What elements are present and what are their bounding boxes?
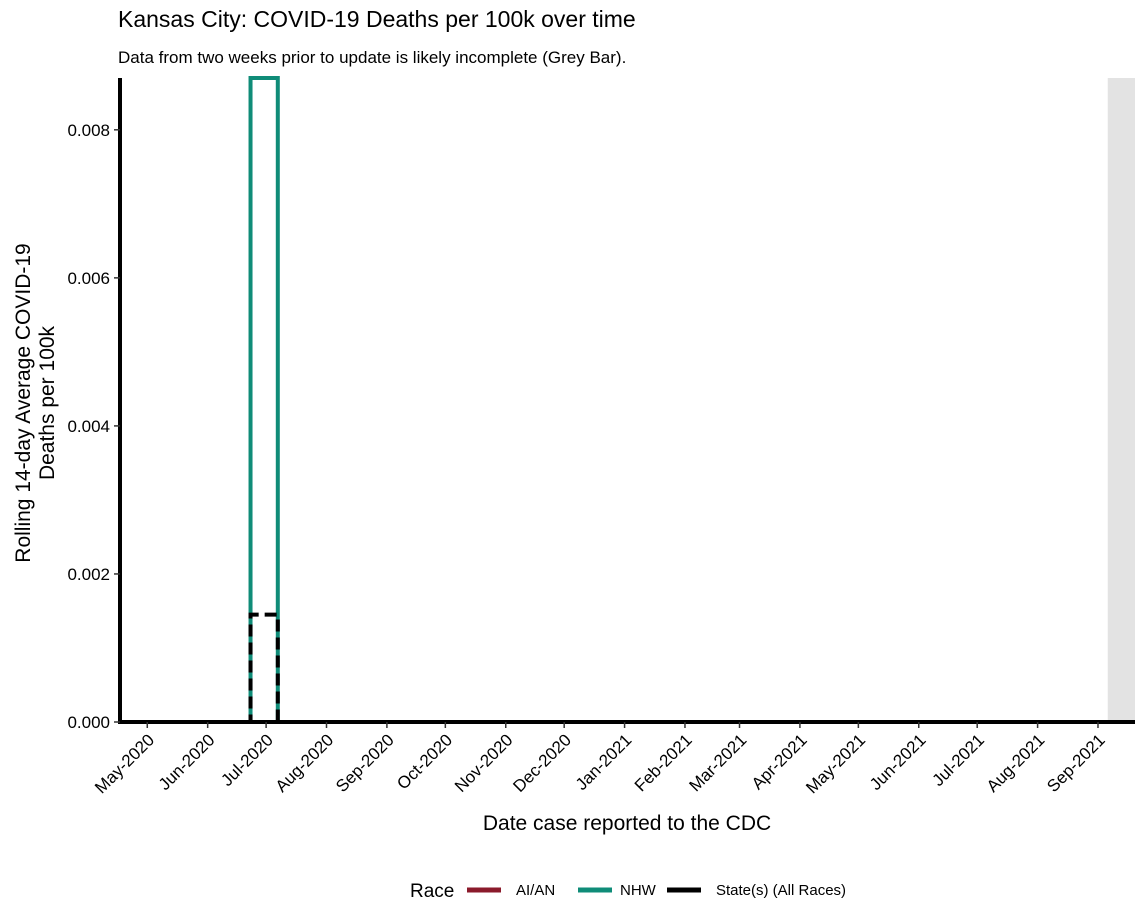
- x-tick-label: Sep-2021: [1043, 730, 1109, 796]
- x-tick-label: Sep-2020: [332, 730, 398, 796]
- x-tick-label: Oct-2020: [393, 730, 456, 793]
- x-axis-title: Date case reported to the CDC: [483, 812, 771, 835]
- x-tick-label: Jul-2021: [928, 730, 988, 790]
- legend: Race AI/AN NHW State(s) (All Races): [410, 881, 846, 902]
- y-axis-title-line-1: Rolling 14-day Average COVID-19: [12, 243, 35, 562]
- chart-subtitle: Data from two weeks prior to update is l…: [118, 48, 626, 67]
- x-tick-label: Jun-2021: [866, 730, 930, 794]
- y-axis-title-line-2: Deaths per 100k: [36, 325, 59, 480]
- legend-label-state-all-races: State(s) (All Races): [716, 882, 846, 899]
- y-tick-label: 0.002: [67, 565, 110, 584]
- y-axis-ticks: 0.000 0.002 0.004 0.006 0.008: [67, 121, 120, 732]
- x-tick-label: May-2020: [91, 730, 158, 797]
- plot-area: [118, 76, 1135, 724]
- chart-title: Kansas City: COVID-19 Deaths per 100k ov…: [118, 6, 636, 32]
- x-tick-label: Aug-2021: [983, 730, 1049, 796]
- legend-title: Race: [410, 881, 454, 902]
- series-line-nhw: [120, 76, 1135, 724]
- x-tick-label: Nov-2020: [451, 730, 517, 796]
- y-tick-label: 0.000: [67, 713, 110, 732]
- y-tick-label: 0.004: [67, 417, 110, 436]
- x-tick-label: Jul-2020: [217, 730, 277, 790]
- legend-label-nhw: NHW: [620, 882, 657, 899]
- x-tick-label: May-2021: [802, 730, 869, 797]
- legend-label-ai-an: AI/AN: [516, 882, 555, 899]
- x-tick-label: Mar-2021: [685, 730, 750, 795]
- x-tick-label: Jan-2021: [572, 730, 636, 794]
- x-tick-label: Aug-2020: [272, 730, 338, 796]
- incomplete-data-grey-bar: [1107, 78, 1135, 722]
- x-tick-label: Jun-2020: [155, 730, 219, 794]
- x-tick-label: Dec-2020: [509, 730, 575, 796]
- y-tick-label: 0.008: [67, 121, 110, 140]
- series-line-state-s-all-races: [120, 612, 1135, 724]
- x-tick-label: Feb-2021: [631, 730, 696, 795]
- x-axis-ticks: May-2020Jun-2020Jul-2020Aug-2020Sep-2020…: [91, 722, 1109, 797]
- y-tick-label: 0.006: [67, 269, 110, 288]
